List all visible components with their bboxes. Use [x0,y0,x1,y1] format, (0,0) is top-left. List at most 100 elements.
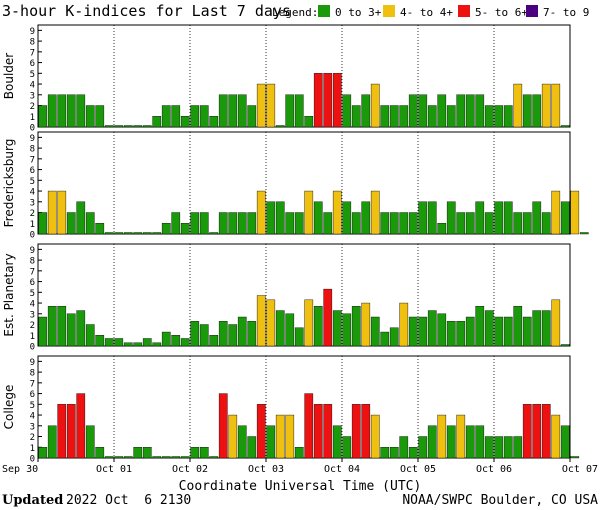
k-bar [570,456,580,459]
k-bar [285,414,295,459]
y-tick-label: 9 [30,134,35,144]
k-bar [66,94,76,128]
k-bar [399,212,409,235]
k-bar [532,404,542,459]
k-bar [76,393,86,459]
k-bar [313,73,323,128]
k-bar [304,190,314,235]
k-bar [199,324,209,347]
panels: 0123456789Boulder0123456789Fredericksbur… [2,24,589,465]
k-bar [484,436,494,459]
k-bar [304,299,314,347]
k-bar [522,316,532,347]
k-bar [513,436,523,459]
y-tick-label: 2 [30,321,35,331]
k-bar [294,94,304,128]
k-bar [66,404,76,459]
k-bar [95,223,105,235]
x-tick-label: Oct 01 [96,464,132,475]
k-bar [427,201,437,235]
k-bar [123,125,133,128]
k-bar [38,447,48,459]
k-bar [114,232,124,235]
k-bar [294,447,304,459]
k-bar [418,436,428,459]
y-tick-label: 2 [30,102,35,112]
k-bar [218,94,228,128]
k-bar [342,94,352,128]
k-bar [503,436,513,459]
k-bar [142,338,152,347]
k-bar [351,212,361,235]
k-bar [57,404,67,459]
y-tick-label: 6 [30,390,35,400]
k-bar [494,436,504,459]
k-bar [247,105,257,128]
k-bar [522,94,532,128]
k-bar [85,212,95,235]
y-tick-label: 2 [30,433,35,443]
k-bar [342,201,352,235]
k-bar [446,105,456,128]
k-bar [456,414,466,459]
k-bar [437,94,447,128]
y-tick-label: 3 [30,310,35,320]
k-bar [47,306,57,347]
k-bar [190,447,200,459]
y-tick-label: 4 [30,81,35,91]
k-bar [275,125,285,128]
k-bar [389,327,399,347]
y-tick-label: 0 [30,124,35,134]
y-tick-label: 1 [30,113,35,123]
k-bar [532,94,542,128]
k-bar [104,338,114,347]
k-bar [351,105,361,128]
y-tick-label: 9 [30,246,35,256]
k-bar [522,404,532,459]
k-bar [551,190,561,235]
k-bar [190,105,200,128]
legend-swatch-red [458,5,470,17]
k-bar [399,105,409,128]
updated-value: 2022 Oct 6 2130 [66,493,191,508]
k-bar [266,425,276,459]
k-bar [247,436,257,459]
k-bar [199,447,209,459]
y-tick-label: 4 [30,188,35,198]
k-bar [342,436,352,459]
k-bar [579,232,589,235]
y-tick-label: 4 [30,300,35,310]
k-bar [503,105,513,128]
x-tick-label: Oct 05 [400,464,436,475]
x-tick-label: Oct 04 [324,464,360,475]
k-bar [218,321,228,347]
k-bar [437,313,447,347]
k-bar [256,404,266,459]
k-bar [551,299,561,347]
y-tick-label: 1 [30,444,35,454]
k-bar [247,321,257,347]
y-tick-label: 2 [30,209,35,219]
k-bar [332,425,342,459]
k-bar [494,201,504,235]
k-bar [47,190,57,235]
k-bar [541,83,551,128]
k-bar [180,223,190,235]
k-bar [399,302,409,347]
y-tick-label: 9 [30,358,35,368]
k-bar [465,212,475,235]
k-bar [161,223,171,235]
legend-item-yellow: 4- to 4+ [400,6,453,19]
k-bar [95,105,105,128]
k-bar [513,83,523,128]
k-bar [304,116,314,128]
k-bar [332,190,342,235]
y-tick-label: 6 [30,166,35,176]
k-bar [123,456,133,459]
k-bar [180,116,190,128]
k-bar [152,232,162,235]
k-bar [161,331,171,347]
k-bar [446,321,456,347]
k-bar [560,201,570,235]
